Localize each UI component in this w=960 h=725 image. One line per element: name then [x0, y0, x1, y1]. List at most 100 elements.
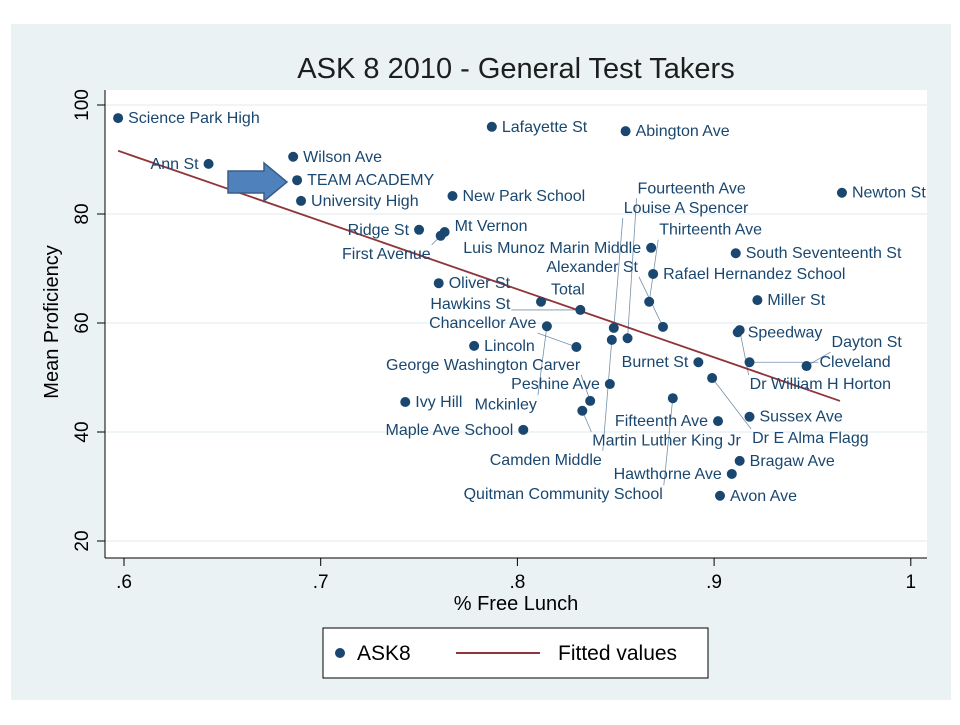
- point-label: Mt Vernon: [455, 218, 528, 235]
- axes: 20 40 60 80 100 .6 .7 .8 .9 1: [72, 89, 927, 593]
- label-leader-line: [602, 339, 613, 451]
- legend-label-ask8: ASK8: [357, 642, 411, 665]
- data-point: [400, 397, 411, 408]
- data-point: [707, 373, 718, 384]
- point-label: Abington Ave: [636, 123, 730, 140]
- y-axis-label: Mean Proficiency: [41, 245, 63, 398]
- point-label: Peshine Ave: [511, 376, 600, 393]
- data-point: [606, 334, 617, 345]
- data-point: [113, 113, 124, 124]
- point-label: Luis Munoz Marin Middle: [463, 240, 641, 257]
- point-label: Fifteenth Ave: [615, 413, 708, 430]
- label-leader-line: [663, 398, 674, 486]
- point-label: Martin Luther King Jr: [592, 433, 741, 450]
- legend-label-fitted: Fitted values: [558, 642, 677, 665]
- legend-marker-ask8: [335, 648, 345, 658]
- point-label: Newton St: [852, 185, 926, 202]
- point-label: Hawthorne Ave: [614, 466, 722, 483]
- data-point: [203, 158, 214, 169]
- point-labels-group: Science Park High University High Lafayett…: [128, 110, 926, 505]
- data-point: [608, 322, 619, 333]
- data-point: [571, 341, 582, 352]
- point-label: Burnet St: [622, 354, 689, 371]
- point-label: Science Park High: [128, 110, 260, 127]
- data-point: [296, 195, 307, 206]
- point-label: Chancellor Ave: [429, 315, 536, 332]
- y-tick-label: 100: [72, 89, 93, 121]
- label-leader-line: [739, 330, 750, 376]
- point-label: Hawkins St: [430, 296, 511, 313]
- point-label: Dr E Alma Flagg: [752, 430, 868, 447]
- point-label: Bragaw Ave: [750, 453, 835, 470]
- data-point: [577, 405, 588, 416]
- point-label: Louise A Spencer: [624, 200, 749, 217]
- data-point: [836, 187, 847, 198]
- data-point: [447, 191, 458, 202]
- x-tick-label: .6: [116, 572, 132, 593]
- data-point: [667, 393, 678, 404]
- point-label: Cleveland: [820, 354, 891, 371]
- point-label: Fourteenth Ave: [638, 180, 746, 197]
- point-label: Ivy Hill: [415, 394, 462, 411]
- data-point: [744, 357, 755, 368]
- point-label: Lincoln: [484, 338, 535, 355]
- point-label: Dayton St: [832, 334, 903, 351]
- point-label: Quitman Community School: [464, 486, 663, 503]
- legend: ASK8 Fitted values: [322, 627, 709, 679]
- data-point: [414, 224, 425, 235]
- point-label: Total: [551, 282, 585, 299]
- data-point: [604, 379, 615, 390]
- point-label: Maple Ave School: [386, 422, 514, 439]
- arrow-annotation: [227, 161, 289, 203]
- point-label: Oliver St: [449, 275, 511, 292]
- label-leader-line: [627, 198, 637, 339]
- point-label: Miller St: [767, 292, 825, 309]
- data-point: [752, 295, 763, 306]
- data-point: [536, 296, 547, 307]
- point-label: George Washington Carver: [386, 357, 581, 374]
- data-point: [435, 230, 446, 241]
- data-point: [433, 278, 444, 289]
- data-point: [575, 304, 586, 315]
- data-point: [648, 268, 659, 279]
- data-point: [646, 242, 657, 253]
- point-label: Avon Ave: [730, 488, 797, 505]
- label-leader-lines: [431, 198, 831, 486]
- data-point: [734, 325, 745, 336]
- point-label: Lafayette St: [502, 119, 588, 136]
- point-label: Camden Middle: [490, 452, 602, 469]
- point-label: TEAM ACADEMY: [307, 172, 434, 189]
- points-group: [113, 113, 847, 501]
- point-label: Rafael Hernandez School: [663, 266, 845, 283]
- label-leader-line: [613, 217, 624, 328]
- data-point: [469, 340, 480, 351]
- data-point: [693, 357, 704, 368]
- point-label: Alexander St: [546, 259, 638, 276]
- point-label: Mckinley: [475, 396, 537, 413]
- x-tick-label: .9: [706, 572, 722, 593]
- data-point: [726, 468, 737, 479]
- gridlines: [105, 104, 927, 542]
- y-tick-label: 80: [72, 203, 93, 224]
- data-point: [715, 490, 726, 501]
- point-label: First Avenue: [342, 246, 431, 263]
- data-point: [622, 333, 633, 344]
- data-point: [541, 321, 552, 332]
- data-point: [734, 455, 745, 466]
- point-label: South Seventeenth St: [746, 245, 902, 262]
- point-label: University High: [311, 193, 419, 210]
- y-tick-label: 60: [72, 312, 93, 333]
- chart-title: ASK 8 2010 - General Test Takers: [297, 53, 734, 85]
- label-leader-line: [537, 332, 577, 348]
- x-tick-label: .8: [509, 572, 525, 593]
- data-point: [657, 321, 668, 332]
- point-label: Ridge St: [348, 222, 410, 239]
- data-point: [730, 248, 741, 259]
- data-point: [713, 416, 724, 427]
- label-leader-line: [711, 377, 752, 430]
- data-point: [744, 411, 755, 422]
- data-point: [292, 175, 303, 186]
- data-point: [620, 126, 631, 137]
- data-point: [801, 361, 812, 372]
